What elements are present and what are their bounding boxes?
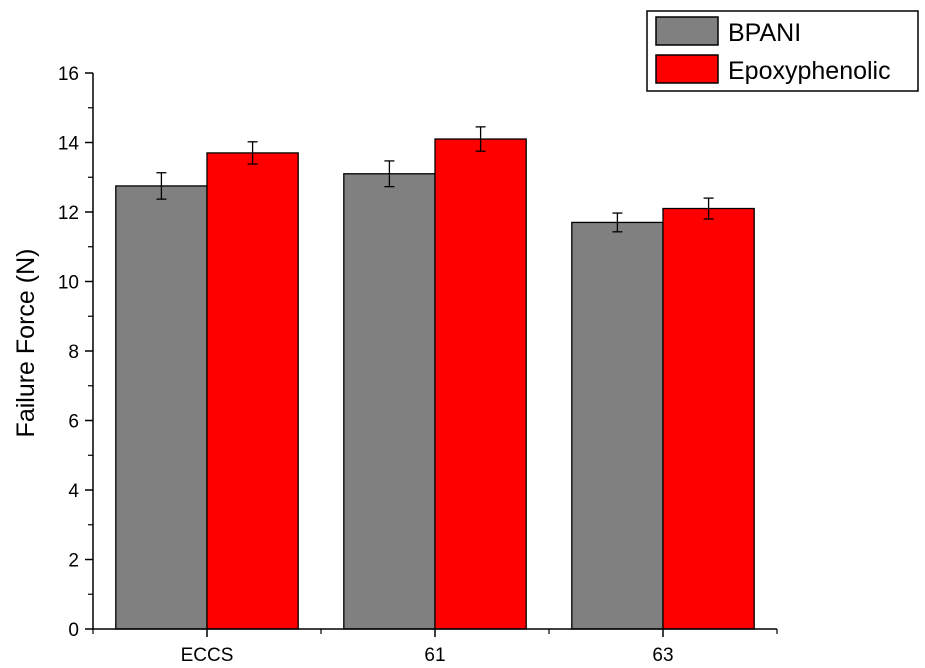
x-tick-label: 61	[424, 645, 445, 666]
y-tick-label: 4	[68, 481, 79, 502]
y-tick-label: 2	[68, 551, 79, 572]
bar	[115, 185, 208, 630]
legend: BPANI Epoxyphenolic	[646, 10, 919, 92]
bar	[206, 152, 299, 630]
legend-swatch-bpani	[655, 16, 719, 46]
legend-label-epoxyphenolic: Epoxyphenolic	[728, 57, 891, 85]
y-tick-label: 12	[58, 203, 79, 224]
bar	[662, 207, 755, 630]
x-tick-label: ECCS	[181, 645, 234, 666]
y-tick-label: 8	[68, 342, 79, 363]
y-tick-label: 6	[68, 412, 79, 433]
y-axis-title: Failure Force (N)	[12, 249, 40, 438]
series-bpani	[115, 160, 664, 630]
legend-swatch-epoxyphenolic	[655, 54, 719, 84]
x-tick-label: 63	[652, 645, 673, 666]
y-tick-label: 16	[58, 64, 79, 85]
series-epoxyphenolic	[206, 126, 755, 630]
legend-label-bpani: BPANI	[728, 19, 801, 47]
bar	[343, 173, 436, 630]
y-tick-label: 0	[68, 620, 79, 641]
bar	[434, 138, 527, 630]
y-tick-label: 14	[58, 134, 80, 155]
y-tick-label: 10	[58, 273, 79, 294]
bar	[571, 221, 664, 630]
